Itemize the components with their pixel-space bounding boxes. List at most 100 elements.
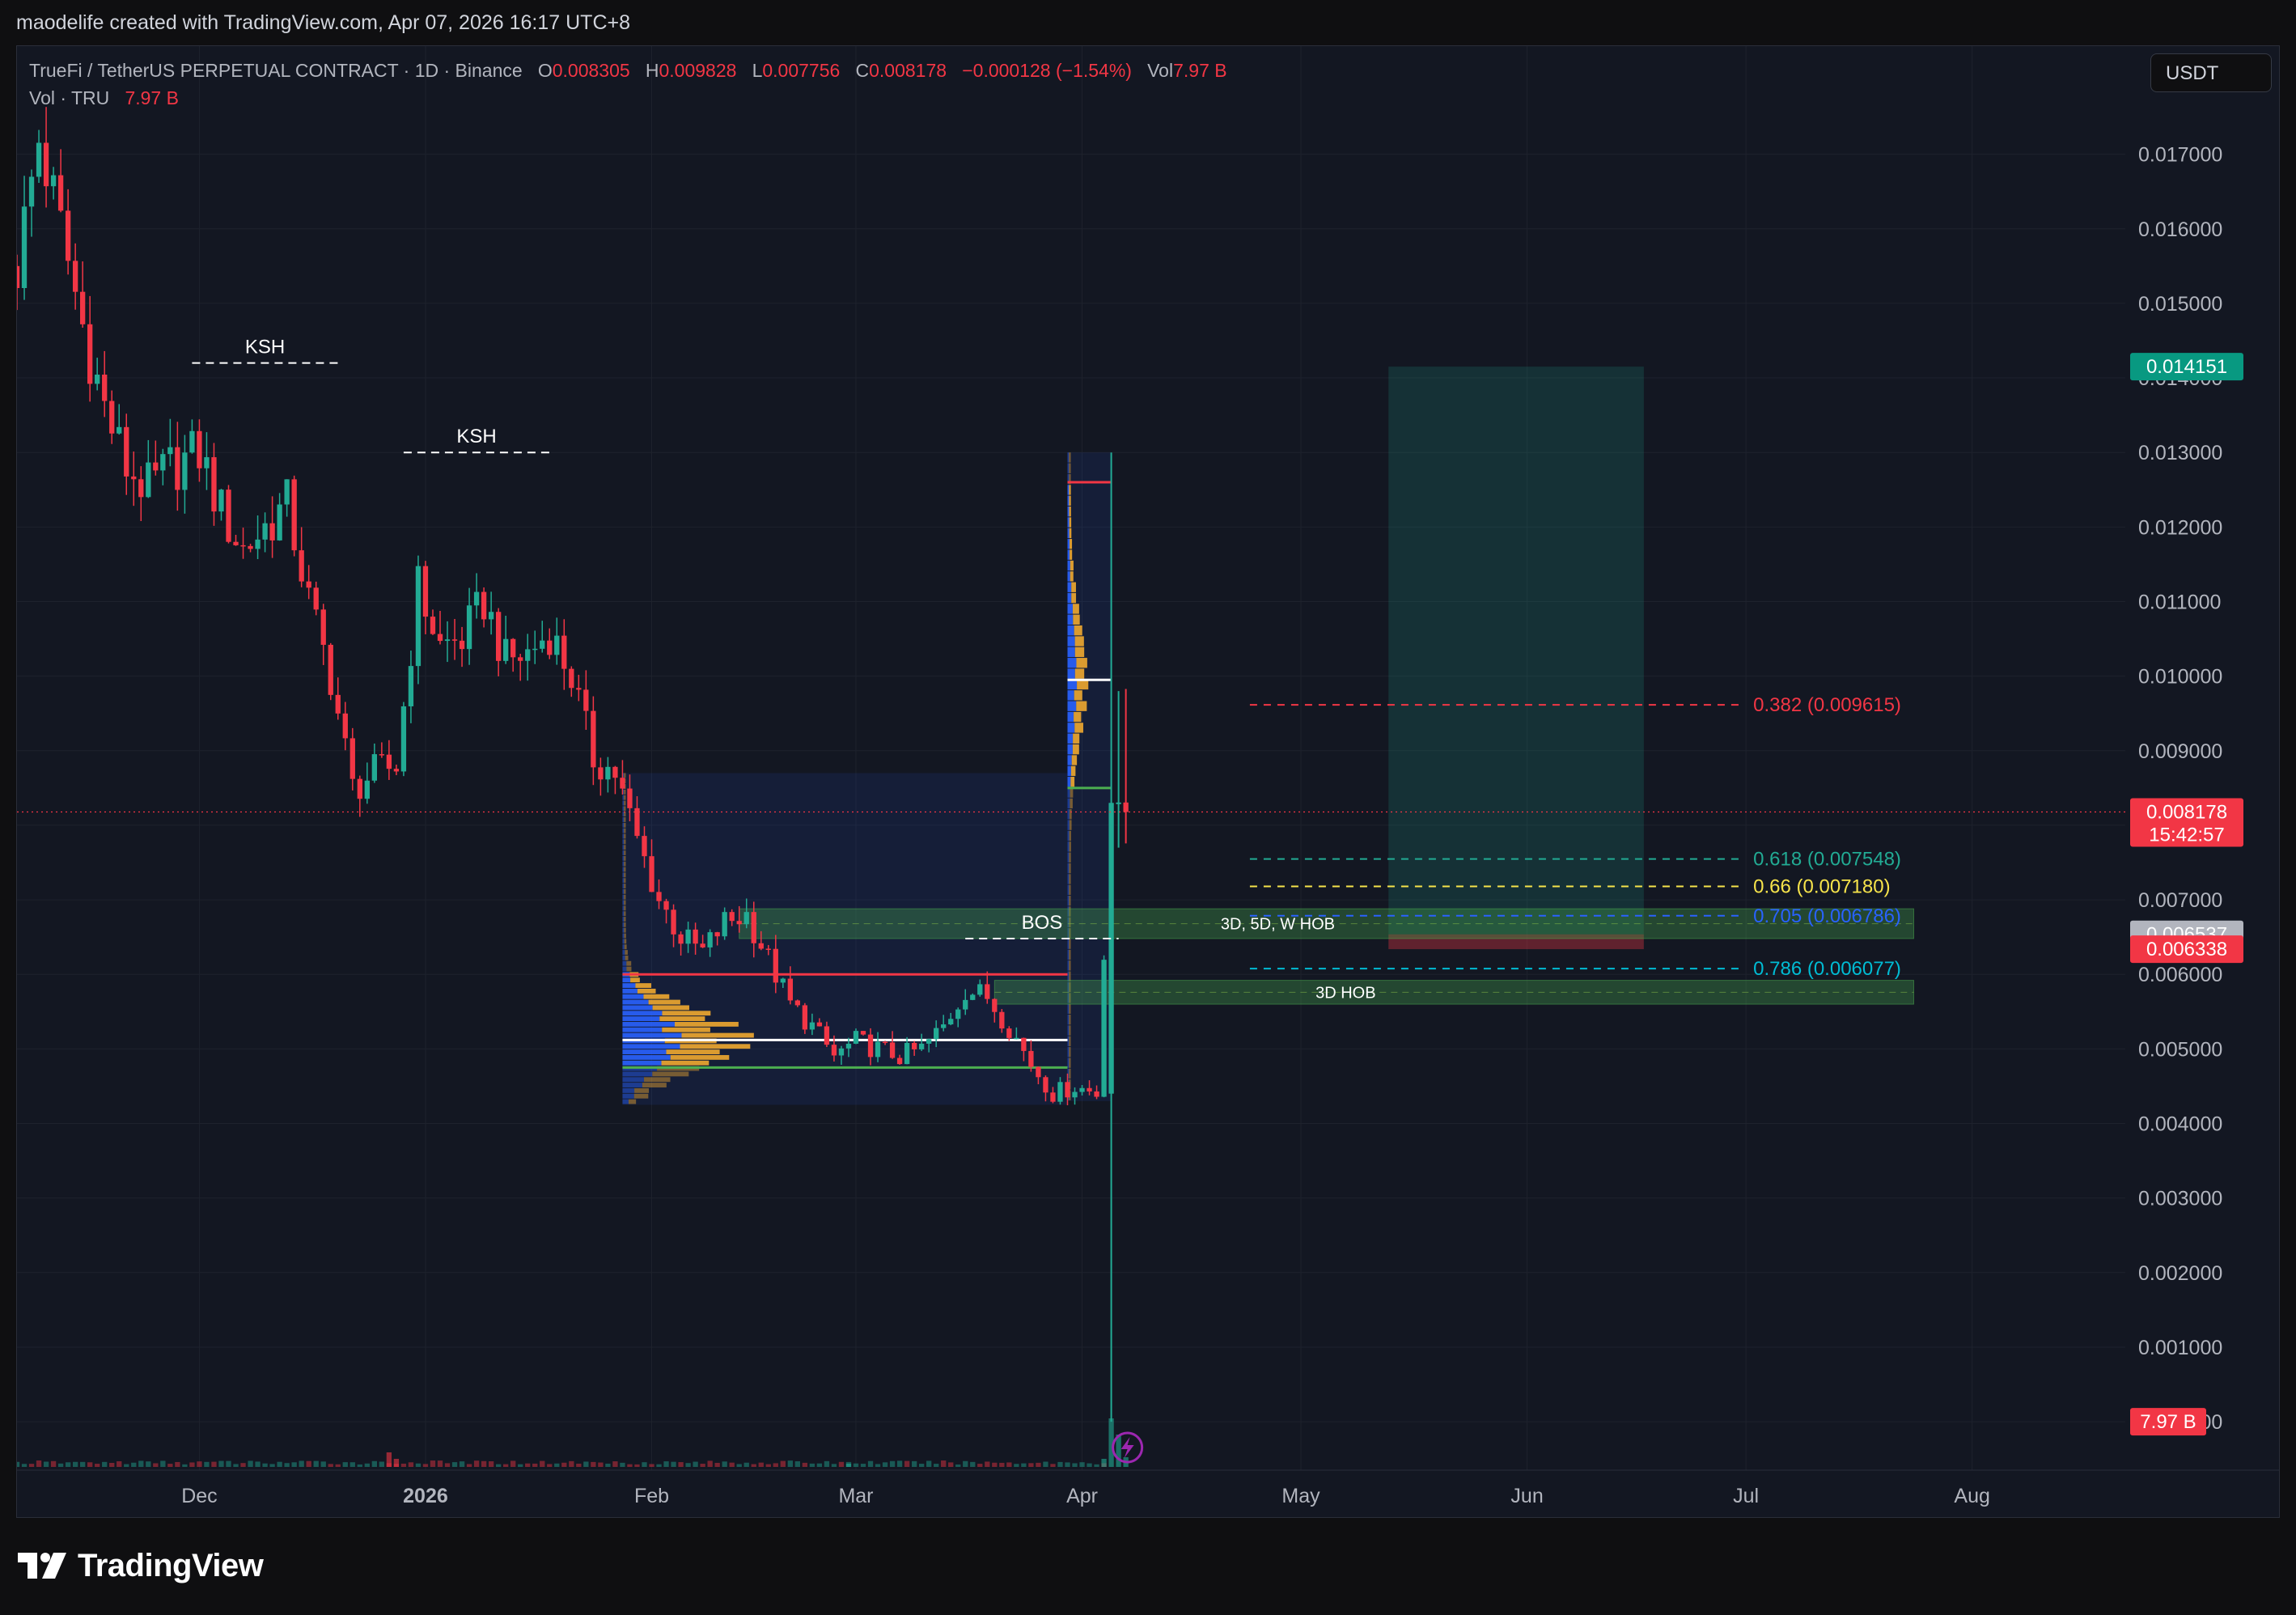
candle-body[interactable] <box>758 943 764 949</box>
candle-body[interactable] <box>430 617 436 634</box>
candle-body[interactable] <box>131 476 137 480</box>
candle-body[interactable] <box>729 912 735 922</box>
candle-body[interactable] <box>620 778 625 789</box>
candle-body[interactable] <box>444 639 451 642</box>
candle-body[interactable] <box>707 932 713 947</box>
candle-body[interactable] <box>379 754 385 756</box>
candle-body[interactable] <box>999 1011 1005 1029</box>
candle-body[interactable] <box>87 324 93 384</box>
candle-body[interactable] <box>569 668 574 689</box>
candle-body[interactable] <box>1014 1037 1019 1040</box>
candle-body[interactable] <box>342 713 348 739</box>
candle-body[interactable] <box>233 541 239 545</box>
candle-body[interactable] <box>583 689 589 711</box>
candle-body[interactable] <box>714 932 720 937</box>
candle-body[interactable] <box>751 912 756 943</box>
candle-body[interactable] <box>896 1058 903 1065</box>
candle-body[interactable] <box>167 447 173 455</box>
candle-body[interactable] <box>43 142 49 187</box>
candle-body[interactable] <box>466 605 472 650</box>
candle-body[interactable] <box>1087 1087 1092 1092</box>
candle-body[interactable] <box>889 1042 896 1058</box>
candle-body[interactable] <box>21 206 28 289</box>
candle-body[interactable] <box>349 738 355 779</box>
candle-body[interactable] <box>663 901 669 910</box>
candle-body[interactable] <box>160 454 166 471</box>
long-position-target-zone[interactable] <box>1388 367 1644 935</box>
candle-body[interactable] <box>787 978 793 1001</box>
candle-body[interactable] <box>918 1043 925 1049</box>
candle-body[interactable] <box>736 921 742 925</box>
candle-body[interactable] <box>838 1048 845 1056</box>
candle-body[interactable] <box>357 778 362 799</box>
candle-body[interactable] <box>182 452 188 490</box>
candle-body[interactable] <box>948 1019 954 1025</box>
candle-body[interactable] <box>400 706 407 772</box>
candle-body[interactable] <box>320 609 326 645</box>
candle-body[interactable] <box>612 766 618 778</box>
candle-body[interactable] <box>197 430 202 468</box>
candle-body[interactable] <box>503 638 509 661</box>
candle-body[interactable] <box>72 261 78 292</box>
candle-body[interactable] <box>1036 1066 1041 1078</box>
candle-body[interactable] <box>816 1022 823 1027</box>
candle-body[interactable] <box>911 1042 917 1049</box>
candle-body[interactable] <box>598 767 604 780</box>
candle-body[interactable] <box>17 265 20 289</box>
chart-canvas[interactable]: 3D, 5D, W HOB 3D HOB KSH KSH BOS 0.382 (0.009… <box>17 46 2279 1517</box>
candle-body[interactable] <box>671 909 676 935</box>
candle-body[interactable] <box>510 638 516 658</box>
candle-body[interactable] <box>422 566 429 617</box>
candle-body[interactable] <box>364 780 370 799</box>
candle-body[interactable] <box>554 635 560 655</box>
candle-body[interactable] <box>95 374 100 384</box>
candle-body[interactable] <box>875 1041 881 1058</box>
candle-body[interactable] <box>743 912 749 925</box>
candle-body[interactable] <box>408 666 414 706</box>
candle-body[interactable] <box>904 1042 910 1065</box>
candle-body[interactable] <box>802 1005 808 1030</box>
candle-body[interactable] <box>1094 1091 1099 1097</box>
candle-body[interactable] <box>627 788 633 808</box>
candle-body[interactable] <box>934 1028 939 1040</box>
candle-body[interactable] <box>518 657 523 661</box>
candle-body[interactable] <box>175 447 180 490</box>
candle-body[interactable] <box>693 929 698 944</box>
last-candle-body[interactable] <box>1123 802 1129 812</box>
candle-body[interactable] <box>1021 1037 1027 1051</box>
candle-body[interactable] <box>561 635 567 669</box>
candle-body[interactable] <box>393 769 400 772</box>
candle-body[interactable] <box>269 523 275 540</box>
candle-body[interactable] <box>1065 1082 1070 1098</box>
candle-body[interactable] <box>189 430 195 453</box>
candle-body[interactable] <box>116 426 122 434</box>
currency-button[interactable]: USDT <box>2150 53 2272 92</box>
candle-body[interactable] <box>685 929 691 944</box>
candle-body[interactable] <box>831 1045 837 1056</box>
candle-body[interactable] <box>985 984 990 999</box>
candle-body[interactable] <box>845 1043 852 1049</box>
price-tag[interactable] <box>2130 1408 2206 1436</box>
candle-body[interactable] <box>109 401 115 434</box>
candle-body[interactable] <box>277 504 282 540</box>
candle-body[interactable] <box>473 591 480 606</box>
candle-body[interactable] <box>547 640 553 655</box>
candle-body[interactable] <box>226 490 231 542</box>
candle-body[interactable] <box>451 639 458 641</box>
candle-body[interactable] <box>992 998 998 1012</box>
candle-body[interactable] <box>138 479 144 498</box>
candle-body[interactable] <box>678 934 684 944</box>
candle-body[interactable] <box>1072 1092 1078 1098</box>
candle-body[interactable] <box>204 457 210 468</box>
price-tag[interactable] <box>2130 935 2243 964</box>
candle-body[interactable] <box>1108 803 1114 1094</box>
candle-body[interactable] <box>824 1026 830 1045</box>
candle-body[interactable] <box>146 462 151 498</box>
legend-volume-series[interactable]: Vol · TRU <box>29 87 110 108</box>
candle-body[interactable] <box>977 984 983 995</box>
candle-body[interactable] <box>700 943 705 947</box>
candle-body[interactable] <box>335 694 341 714</box>
candle-body[interactable] <box>656 892 662 901</box>
candle-body[interactable] <box>495 612 502 661</box>
candle-body[interactable] <box>437 634 443 642</box>
